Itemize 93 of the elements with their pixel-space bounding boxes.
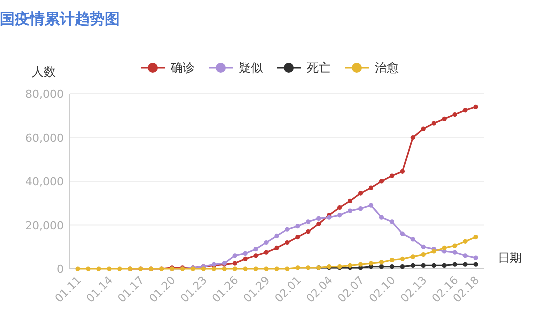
- point: [254, 247, 258, 252]
- legend-label: 疑似: [239, 61, 263, 75]
- point: [452, 262, 458, 267]
- point: [432, 263, 436, 268]
- point: [264, 240, 269, 246]
- y-tick-label: 0: [57, 263, 64, 276]
- point: [368, 261, 374, 266]
- point: [107, 266, 112, 272]
- point: [410, 237, 416, 242]
- point: [358, 191, 364, 196]
- point: [348, 208, 353, 214]
- point: [432, 121, 436, 126]
- point: [348, 198, 353, 204]
- point: [421, 244, 426, 250]
- point: [452, 244, 458, 248]
- point: [390, 258, 395, 263]
- point: [264, 266, 269, 272]
- point: [390, 264, 395, 270]
- y-tick-label: 80,000: [26, 88, 64, 101]
- point: [296, 266, 300, 270]
- point: [243, 266, 248, 272]
- point: [442, 246, 447, 251]
- point: [390, 174, 395, 178]
- point: [410, 135, 416, 140]
- point: [306, 266, 311, 270]
- legend-label: 死亡: [307, 61, 331, 75]
- point: [421, 126, 426, 132]
- point: [379, 179, 384, 184]
- point: [316, 216, 322, 221]
- point: [421, 263, 426, 268]
- point: [306, 220, 311, 224]
- point: [348, 263, 353, 268]
- y-tick-label: 20,000: [26, 219, 64, 232]
- legend-label: 确诊: [170, 61, 195, 75]
- point: [264, 250, 269, 255]
- point: [358, 262, 364, 267]
- point: [316, 222, 322, 226]
- point: [243, 256, 248, 262]
- x-axis-title: 日期: [498, 251, 522, 265]
- point: [400, 169, 405, 174]
- point: [379, 264, 384, 270]
- point: [421, 252, 426, 258]
- point: [274, 246, 280, 251]
- chart-title: 国疫情累计趋势图: [0, 10, 120, 28]
- point: [86, 266, 91, 272]
- point: [306, 230, 311, 234]
- point: [243, 251, 248, 256]
- point: [296, 224, 300, 229]
- point: [400, 232, 405, 236]
- point: [76, 266, 80, 272]
- point: [463, 239, 468, 244]
- point: [410, 254, 416, 260]
- point: [338, 213, 342, 218]
- y-tick-label: 60,000: [26, 132, 64, 145]
- point: [442, 263, 447, 268]
- point: [400, 264, 405, 270]
- point: [474, 234, 478, 240]
- legend-label: 治愈: [375, 61, 399, 75]
- point: [358, 206, 364, 212]
- point: [274, 266, 280, 272]
- point: [452, 250, 458, 255]
- point: [379, 215, 384, 220]
- point: [285, 240, 290, 246]
- point: [410, 263, 416, 268]
- point: [212, 266, 216, 272]
- point: [474, 256, 478, 260]
- point: [379, 260, 384, 265]
- point: [390, 220, 395, 224]
- point: [463, 254, 468, 258]
- point: [474, 104, 478, 110]
- point: [463, 262, 468, 267]
- point: [400, 256, 405, 262]
- point: [442, 116, 447, 122]
- point: [338, 205, 342, 210]
- point: [285, 227, 290, 232]
- y-tick-label: 40,000: [26, 176, 64, 188]
- point: [232, 261, 238, 266]
- point: [118, 266, 122, 272]
- point: [463, 108, 468, 113]
- point: [296, 234, 300, 240]
- point: [274, 234, 280, 238]
- point: [254, 266, 258, 272]
- point: [474, 262, 478, 267]
- point: [452, 112, 458, 118]
- point: [222, 266, 227, 272]
- point: [96, 266, 102, 272]
- point: [285, 266, 290, 272]
- point: [232, 266, 238, 272]
- point: [368, 203, 374, 208]
- point: [254, 254, 258, 258]
- point: [368, 186, 374, 190]
- point: [232, 254, 238, 258]
- y-axis-title: 人数: [32, 65, 56, 79]
